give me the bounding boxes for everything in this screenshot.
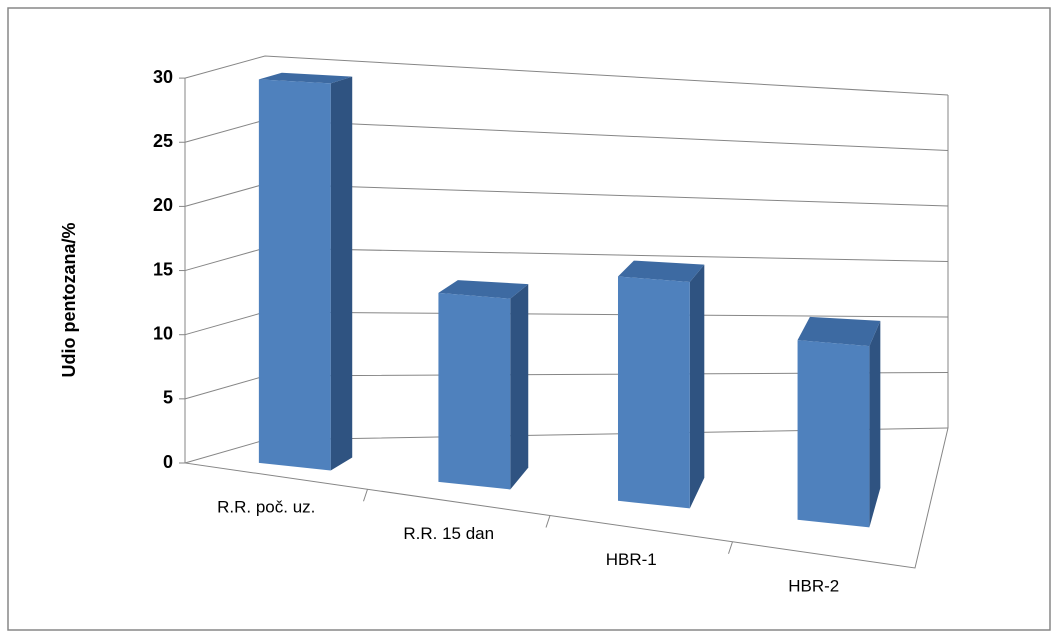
y-tick-label: 15 [153,259,173,279]
bar-side [510,284,529,490]
bar-side [869,320,881,528]
bar-top [258,72,353,84]
x-tick-label: R.R. poč. uz. [217,498,315,517]
y-axis-title: Udio pentozana/% [59,222,79,377]
bar-side [330,76,353,471]
y-tick-label: 30 [153,67,173,87]
bar-side [689,264,705,509]
bar-top [438,280,529,299]
y-tick-label: 5 [163,388,173,408]
y-tick-label: 20 [153,195,173,215]
bar-top [797,316,881,347]
bar [797,340,870,528]
bar-top [617,260,705,283]
x-tick-label: HBR-1 [606,550,657,569]
y-tick-label: 10 [153,323,173,343]
bar [617,276,690,509]
chart-frame [7,7,1051,631]
x-tick-mark [728,541,733,554]
y-tick-label: 0 [163,452,173,472]
y-tick-label: 25 [153,131,173,151]
x-tick-mark [363,489,368,502]
bar [438,292,511,490]
bar [258,79,331,471]
grid-line [184,55,949,96]
x-tick-label: HBR-2 [788,576,839,595]
x-tick-mark [545,515,551,528]
x-tick-label: R.R. 15 dan [403,524,494,543]
